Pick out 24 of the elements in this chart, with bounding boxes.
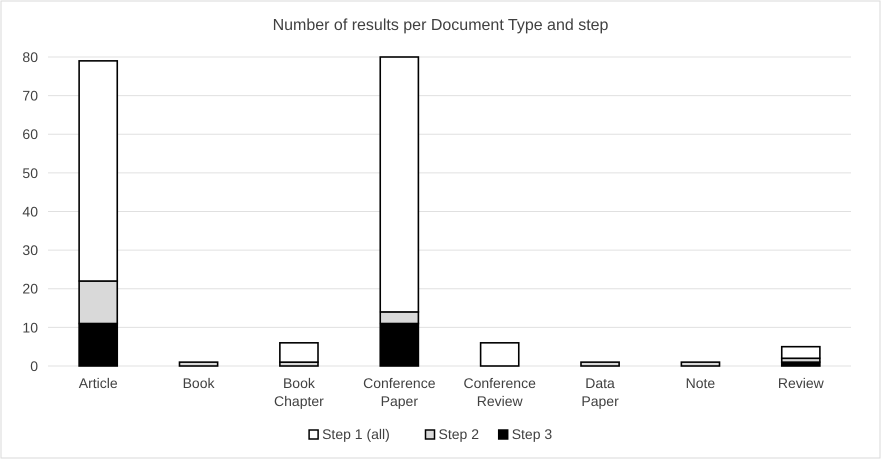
x-tick-label: Article [78,375,118,391]
bar [480,342,520,367]
x-tick-label: Review [778,375,825,391]
legend-label: Step 3 [512,426,552,442]
x-tick-label: Conference Paper [363,375,436,409]
y-tick-label: 10 [22,319,38,336]
x-tick-label: Book Chapter [274,375,324,409]
chart-title: Number of results per Document Type and step [272,17,609,34]
x-tick-label: Conference Review [463,375,536,409]
y-tick-label: 50 [22,164,38,181]
x-tick-label: Note [686,375,716,391]
y-tick-label: 80 [22,48,38,65]
bar [279,342,319,363]
y-tick-label: 20 [22,280,38,297]
legend-label: Step 2 [438,426,480,442]
y-tick-label: 40 [22,203,38,220]
y-tick-label: 60 [22,126,38,142]
x-tick-label: Book [182,375,216,391]
y-tick-label: 0 [30,358,38,374]
legend-label: Step 1 (all) [322,426,390,442]
y-tick-label: 70 [22,88,38,104]
bar [780,346,821,360]
x-tick-label: Data Paper [581,375,620,409]
y-tick-label: 30 [22,242,38,258]
